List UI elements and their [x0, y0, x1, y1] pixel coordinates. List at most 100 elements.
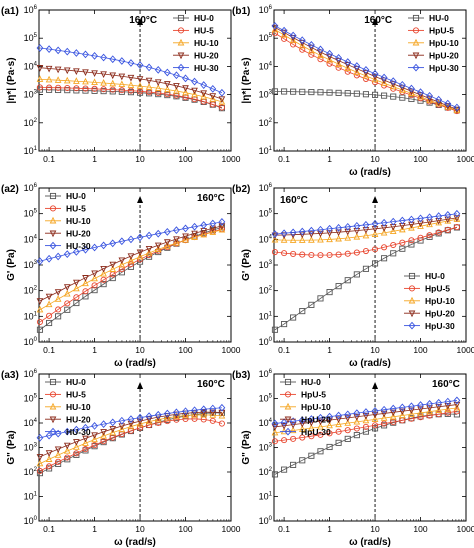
chart-panel-a2: (a2)0.1 1 10 100 1000100101102103104105106ω … [1, 183, 241, 369]
marker-diamond [118, 57, 126, 65]
panel-label: (a3) [1, 370, 19, 381]
marker-diamond [307, 40, 315, 49]
marker-circle [412, 27, 420, 34]
marker-triangle-down [444, 403, 452, 410]
y-tick-exponent: 3 [269, 260, 273, 266]
y-tick-label: 103 [24, 260, 38, 270]
chart-panel-a3: (a3)0.1 1 10 100 1000100101102103104105106ω … [1, 369, 241, 548]
marker-triangle [209, 228, 217, 235]
y-tick-label: 102 [259, 467, 273, 477]
marker-triangle-down [49, 230, 57, 238]
marker-triangle-down [118, 257, 126, 265]
marker-circle [335, 251, 342, 258]
y-tick-label: 106 [259, 369, 273, 379]
marker-circle [55, 458, 62, 465]
marker-triangle [398, 225, 406, 233]
marker-square [271, 471, 279, 478]
plot-frame [273, 187, 467, 343]
marker-triangle [109, 79, 117, 87]
marker-triangle [417, 408, 424, 416]
y-tick-base: 10 [24, 5, 34, 15]
marker-diamond [218, 217, 226, 226]
marker-square [399, 94, 406, 101]
marker-square [177, 14, 185, 22]
marker-diamond [408, 402, 415, 411]
marker-triangle [371, 415, 379, 422]
marker-triangle-down [344, 62, 352, 69]
legend-label: HU-20 [66, 414, 91, 424]
marker-triangle-down [100, 266, 107, 273]
y-tick-base: 10 [24, 286, 34, 296]
x-tick-label: 1 [327, 345, 332, 355]
marker-square [100, 281, 107, 288]
series-HpU-5 [271, 224, 460, 259]
y-tick-label: 100 [259, 337, 273, 347]
x-tick-label: 1000 [457, 345, 474, 355]
marker-triangle [408, 410, 415, 417]
marker-triangle [317, 51, 324, 59]
marker-triangle-down [163, 239, 171, 246]
y-tick-exponent: 0 [269, 337, 273, 343]
marker-triangle [82, 439, 89, 446]
marker-triangle-down [177, 52, 185, 60]
x-tick-label: 1 [327, 524, 332, 534]
legend-label: HU-20 [66, 228, 91, 238]
marker-triangle [145, 248, 153, 256]
series-line [39, 78, 223, 103]
y-tick-base: 10 [259, 90, 269, 100]
legend-label: HU-20 [194, 50, 219, 60]
marker-triangle-down [389, 409, 397, 417]
marker-diamond [289, 31, 297, 40]
marker-triangle-down [36, 454, 44, 461]
marker-triangle [271, 235, 279, 243]
marker-square [73, 299, 80, 307]
marker-triangle-down [82, 69, 89, 76]
marker-square [390, 93, 397, 100]
marker-triangle-down [435, 217, 443, 225]
marker-circle [218, 420, 225, 427]
marker-square [299, 457, 306, 464]
marker-triangle-down [280, 423, 288, 430]
marker-square [49, 192, 57, 200]
marker-circle [64, 84, 71, 92]
marker-triangle [127, 256, 135, 264]
marker-diamond [145, 412, 153, 421]
marker-triangle-down [326, 230, 333, 237]
marker-diamond [426, 213, 433, 222]
y-tick-exponent: 6 [269, 183, 273, 189]
legend-label: HpU-30 [429, 63, 459, 73]
marker-circle [362, 247, 370, 255]
marker-circle [417, 234, 424, 241]
marker-triangle-down [127, 74, 135, 82]
legend-label: HU-5 [66, 204, 86, 214]
marker-square [271, 88, 279, 95]
y-tick-label: 103 [24, 443, 38, 453]
y-tick-base: 10 [24, 146, 34, 156]
series-HU-30 [36, 403, 226, 442]
marker-diamond [271, 230, 279, 238]
marker-diamond [54, 46, 62, 55]
series-line [39, 47, 223, 94]
x-axis-label: ω (rad/s) [114, 358, 156, 369]
marker-diamond [36, 257, 44, 266]
marker-diamond [200, 221, 208, 229]
marker-circle [299, 251, 306, 258]
marker-triangle-down [298, 420, 306, 428]
marker-diamond [49, 427, 57, 436]
marker-triangle [289, 426, 297, 434]
marker-diamond [63, 250, 71, 259]
marker-triangle-down [100, 71, 107, 79]
marker-triangle-down [289, 421, 297, 429]
series-HU-20 [36, 65, 226, 103]
marker-diamond [444, 397, 452, 406]
y-tick-label: 103 [259, 260, 273, 270]
marker-diamond [182, 74, 189, 83]
marker-diamond [45, 254, 53, 263]
marker-triangle [154, 415, 162, 423]
marker-triangle-down [335, 229, 342, 237]
legend-label: HU-30 [66, 427, 91, 437]
marker-square [371, 425, 379, 432]
marker-circle [353, 72, 360, 79]
marker-triangle-down [335, 57, 342, 65]
